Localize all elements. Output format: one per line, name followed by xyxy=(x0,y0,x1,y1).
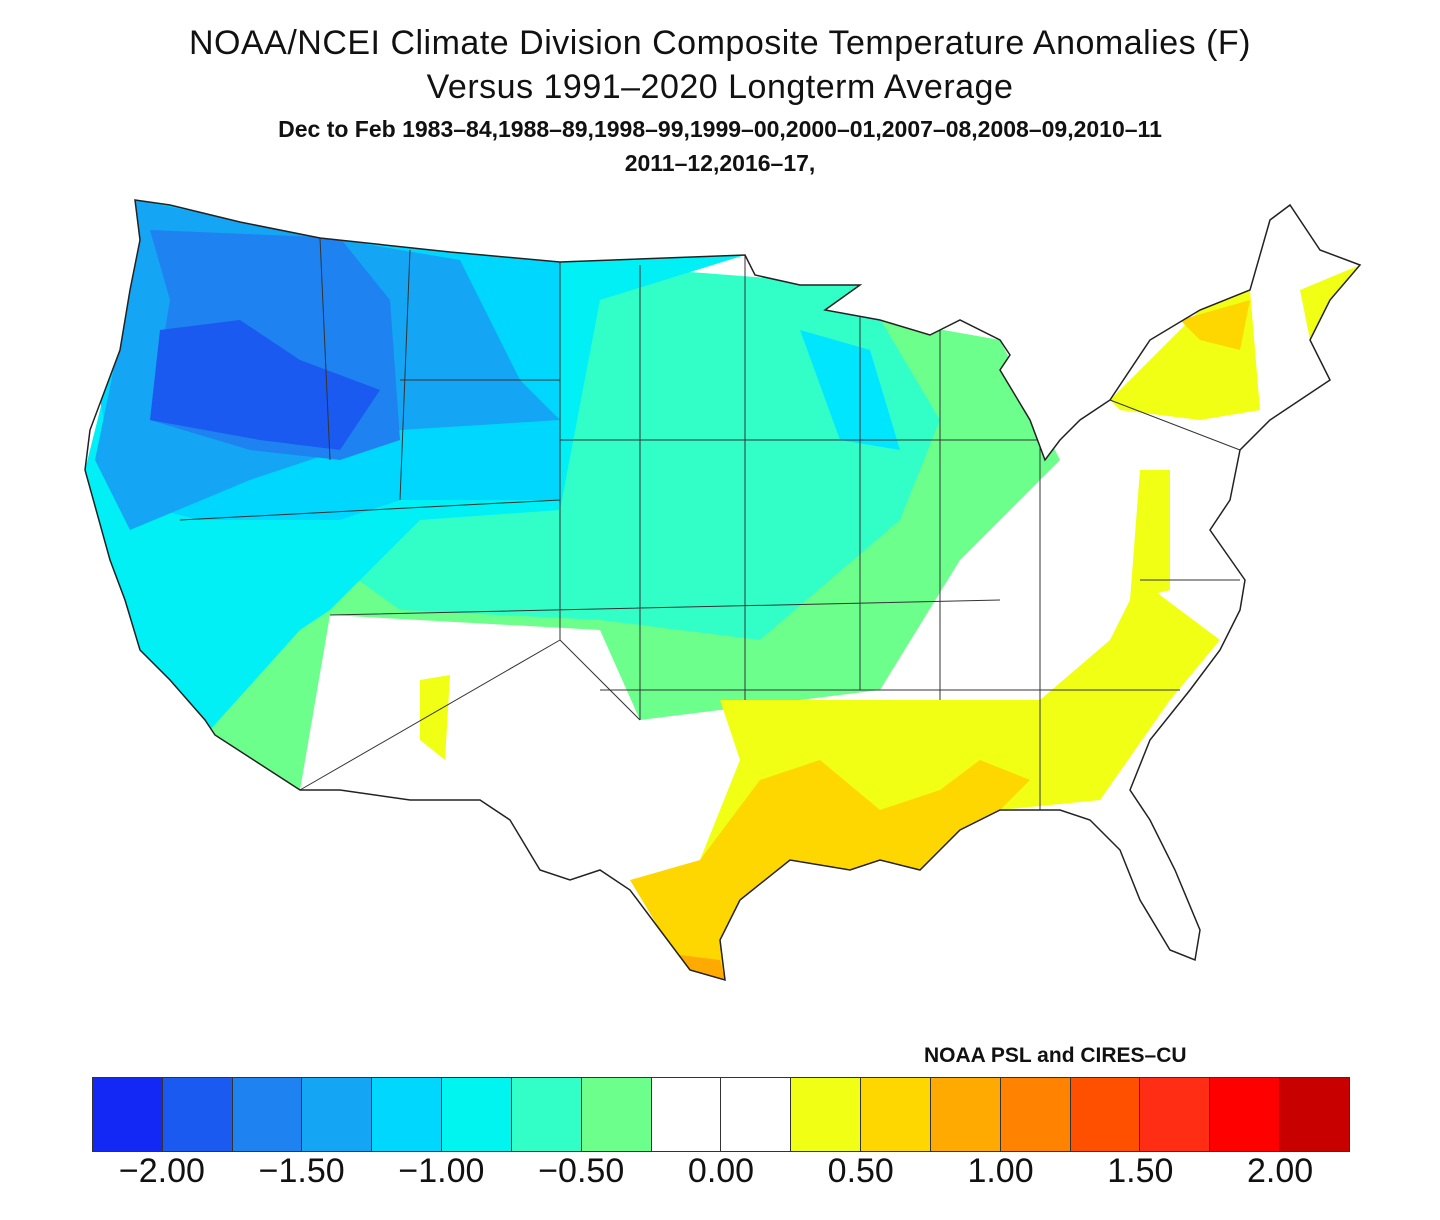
anomaly-region-plus-0.5-va xyxy=(1130,470,1170,600)
colorbar-swatch xyxy=(1000,1078,1071,1151)
anomaly-region-plus-0.75-gulf xyxy=(630,760,1030,980)
colorbar-tick-label: 0.00 xyxy=(687,1152,755,1190)
anomaly-region-minus-2.0 xyxy=(150,320,380,450)
colorbar-swatch xyxy=(1140,1078,1211,1151)
colorbar-tick-label: −1.50 xyxy=(258,1152,345,1190)
colorbar-swatch xyxy=(861,1078,931,1151)
colorbar-tick-label: 0.50 xyxy=(827,1152,894,1190)
division-borders xyxy=(179,237,1241,810)
anomaly-region-plus-1.0 xyxy=(680,955,725,980)
colorbar-swatch xyxy=(232,1078,303,1151)
season-years-line2: 2011–12,2016–17, xyxy=(624,150,816,176)
colorbar-swatch xyxy=(511,1078,582,1151)
colorbar-swatch xyxy=(581,1078,652,1151)
colorbar xyxy=(92,1077,1350,1152)
colorbar-swatch xyxy=(1280,1078,1349,1151)
colorbar-ticks: −2.00 −1.50 −1.00 −0.50 0.00 0.50 1.00 1.50 2.00 xyxy=(0,1152,1440,1192)
colorbar-swatch xyxy=(651,1078,722,1151)
map-subtitle: Versus 1991–2020 Longterm Average xyxy=(426,68,1014,106)
anomaly-region-minus-0.75 xyxy=(330,262,940,640)
colorbar-swatch xyxy=(302,1078,373,1151)
colorbar-tick-label: 2.00 xyxy=(1247,1152,1314,1190)
colorbar-tick-label: −1.00 xyxy=(398,1152,485,1190)
colorbar-swatch xyxy=(1210,1078,1281,1151)
colorbar-swatch xyxy=(442,1078,512,1151)
anomaly-region-plus-0.5-me xyxy=(1300,265,1360,340)
season-years-line1: Dec to Feb 1983–84,1988–89,1998–99,1999–… xyxy=(278,116,1162,142)
colorbar-tick-label: 1.50 xyxy=(1107,1152,1174,1190)
colorbar-swatch xyxy=(1070,1078,1141,1151)
colorbar-swatch xyxy=(162,1078,233,1151)
colorbar-tick-label: 1.00 xyxy=(967,1152,1034,1190)
us-anomaly-map xyxy=(84,199,1361,981)
colorbar-tick-label: −0.50 xyxy=(538,1152,625,1190)
colorbar-swatch xyxy=(93,1078,163,1151)
colorbar-swatch xyxy=(791,1078,862,1151)
credit-text: NOAA PSL and CIRES–CU xyxy=(924,1044,1187,1067)
colorbar-swatch xyxy=(721,1078,792,1151)
anomaly-region-plus-0.5-nm xyxy=(420,675,450,760)
colorbar-swatch xyxy=(930,1078,1001,1151)
map-title: NOAA/NCEI Climate Division Composite Tem… xyxy=(188,24,1252,62)
colorbar-tick-label: −2.00 xyxy=(118,1152,205,1190)
anomaly-region-minus-1.0-wi xyxy=(800,330,900,450)
colorbar-swatch xyxy=(372,1078,443,1151)
anomaly-region-plus-0.75-ne xyxy=(1180,300,1250,350)
